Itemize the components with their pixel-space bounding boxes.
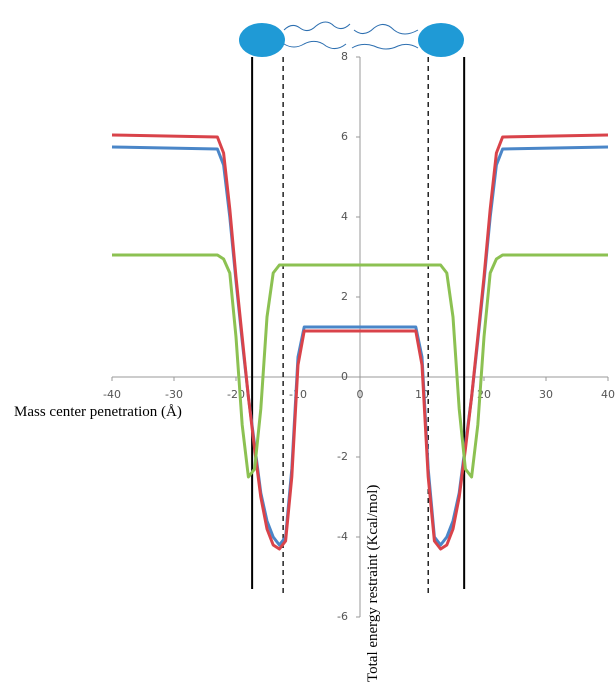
x-tick-label: -40 <box>103 388 121 401</box>
x-tick-label: -10 <box>289 388 307 401</box>
y-axis-title: Total energy restraint (Kcal/mol) <box>365 485 381 682</box>
y-tick-label: 8 <box>341 50 348 63</box>
y-tick-label: 4 <box>341 210 348 223</box>
x-tick-label: -30 <box>165 388 183 401</box>
x-tick-label: 0 <box>357 388 364 401</box>
series-line <box>112 253 608 479</box>
series-line <box>111 133 609 551</box>
y-tick-label: -6 <box>337 610 348 623</box>
y-tick-label: -2 <box>337 450 348 463</box>
y-tick-label: 0 <box>341 370 348 383</box>
y-tick-label: -4 <box>337 530 348 543</box>
y-tick-label: 6 <box>341 130 348 143</box>
x-tick-label: 30 <box>539 388 553 401</box>
membrane-diagram <box>239 21 464 57</box>
x-axis-title: Mass center penetration (Å) <box>14 404 182 420</box>
y-tick-label: 2 <box>341 290 348 303</box>
x-tick-label: -20 <box>227 388 245 401</box>
x-tick-label: 40 <box>601 388 615 401</box>
